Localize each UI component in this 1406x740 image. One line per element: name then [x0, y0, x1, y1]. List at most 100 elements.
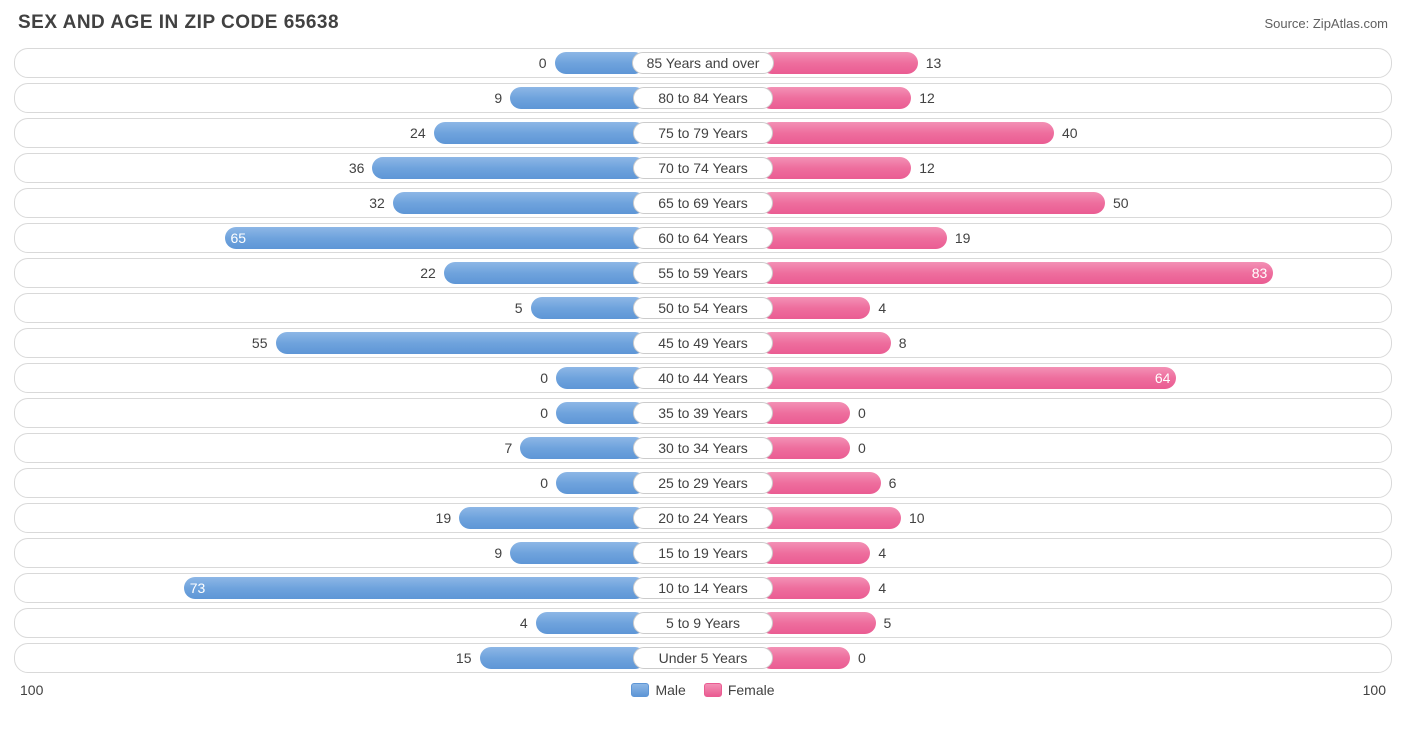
female-bar: 50 [760, 192, 1105, 214]
age-row: 3265 to 69 Years50 [14, 188, 1392, 218]
female-value: 0 [850, 647, 866, 669]
axis-left-max: 100 [20, 682, 43, 698]
male-bar: 24 [434, 122, 646, 144]
male-bar: 7 [520, 437, 646, 459]
male-value: 24 [410, 122, 434, 144]
age-row: 2475 to 79 Years40 [14, 118, 1392, 148]
chart-source: Source: ZipAtlas.com [1264, 16, 1388, 31]
age-row: 45 to 9 Years5 [14, 608, 1392, 638]
age-label: 15 to 19 Years [633, 542, 773, 564]
female-value: 40 [1054, 122, 1078, 144]
male-bar: 4 [536, 612, 646, 634]
age-label: 35 to 39 Years [633, 402, 773, 424]
chart-title: SEX AND AGE IN ZIP CODE 65638 [18, 12, 339, 34]
female-value: 13 [918, 52, 942, 74]
age-label: 30 to 34 Years [633, 437, 773, 459]
male-swatch-icon [631, 683, 649, 697]
female-bar: 13 [761, 52, 917, 74]
female-bar: 6 [760, 472, 881, 494]
age-row: 7310 to 14 Years4 [14, 573, 1392, 603]
legend-male: Male [631, 682, 685, 698]
female-bar: 8 [760, 332, 891, 354]
male-bar: 65 [225, 227, 647, 249]
male-value: 4 [520, 612, 536, 634]
male-value: 9 [494, 87, 510, 109]
age-row: 915 to 19 Years4 [14, 538, 1392, 568]
male-value: 15 [456, 647, 480, 669]
female-bar: 12 [760, 87, 911, 109]
age-label: 85 Years and over [632, 52, 775, 74]
female-value: 50 [1105, 192, 1129, 214]
male-value: 55 [252, 332, 276, 354]
female-value: 8 [891, 332, 907, 354]
chart-footer: 100 Male Female 100 [14, 678, 1392, 698]
age-row: 2255 to 59 Years83 [14, 258, 1392, 288]
population-pyramid-chart: 085 Years and over13980 to 84 Years12247… [14, 48, 1392, 673]
female-bar: 12 [760, 157, 911, 179]
age-row: 15Under 5 Years0 [14, 643, 1392, 673]
male-value: 0 [540, 367, 556, 389]
age-label: 60 to 64 Years [633, 227, 773, 249]
female-value: 12 [911, 157, 935, 179]
female-value: 19 [947, 227, 971, 249]
age-row: 730 to 34 Years0 [14, 433, 1392, 463]
female-swatch-icon [704, 683, 722, 697]
female-bar: 40 [760, 122, 1054, 144]
female-bar: 0 [760, 647, 850, 669]
age-row: 0 40 to 44 Years 64 [14, 363, 1392, 393]
female-bar: 4 [760, 297, 870, 319]
male-value: 36 [349, 157, 373, 179]
male-bar: 9 [510, 87, 646, 109]
male-bar: 32 [393, 192, 646, 214]
male-value: 32 [369, 192, 393, 214]
female-bar: 4 [760, 542, 870, 564]
male-bar: 73 [184, 577, 646, 599]
male-bar: 36 [372, 157, 646, 179]
male-value: 0 [539, 52, 555, 74]
female-value: 4 [870, 577, 886, 599]
chart-header: SEX AND AGE IN ZIP CODE 65638 Source: Zi… [14, 12, 1392, 34]
male-value: 19 [436, 507, 460, 529]
age-label: Under 5 Years [633, 647, 773, 669]
age-row: 025 to 29 Years6 [14, 468, 1392, 498]
age-label: 50 to 54 Years [633, 297, 773, 319]
female-value: 83 [1252, 262, 1268, 284]
age-label: 70 to 74 Years [633, 157, 773, 179]
age-label: 40 to 44 Years [633, 367, 773, 389]
age-row: 3670 to 74 Years12 [14, 153, 1392, 183]
female-bar: 0 [760, 437, 850, 459]
age-label: 25 to 29 Years [633, 472, 773, 494]
male-value: 22 [420, 262, 444, 284]
male-bar: 55 [276, 332, 647, 354]
age-row: 1920 to 24 Years10 [14, 503, 1392, 533]
age-label: 20 to 24 Years [633, 507, 773, 529]
legend-female: Female [704, 682, 775, 698]
male-value: 0 [540, 402, 556, 424]
age-row: 65 60 to 64 Years 19 [14, 223, 1392, 253]
age-label: 75 to 79 Years [633, 122, 773, 144]
age-row: 980 to 84 Years12 [14, 83, 1392, 113]
age-row: 085 Years and over13 [14, 48, 1392, 78]
age-label: 65 to 69 Years [633, 192, 773, 214]
age-label: 55 to 59 Years [633, 262, 773, 284]
female-bar: 4 [760, 577, 870, 599]
male-value: 7 [505, 437, 521, 459]
female-value: 0 [850, 437, 866, 459]
age-row: 035 to 39 Years0 [14, 398, 1392, 428]
female-bar: 10 [760, 507, 901, 529]
chart-legend: Male Female [631, 682, 774, 698]
male-value: 73 [190, 577, 206, 599]
female-bar: 83 [760, 262, 1273, 284]
male-bar: 15 [480, 647, 647, 669]
male-value: 65 [231, 227, 247, 249]
male-bar: 22 [444, 262, 646, 284]
female-value: 5 [876, 612, 892, 634]
female-value: 64 [1155, 367, 1171, 389]
female-value: 12 [911, 87, 935, 109]
female-bar: 5 [760, 612, 876, 634]
male-value: 5 [515, 297, 531, 319]
age-row: 550 to 54 Years4 [14, 293, 1392, 323]
female-value: 4 [870, 297, 886, 319]
female-value: 10 [901, 507, 925, 529]
male-bar: 9 [510, 542, 646, 564]
